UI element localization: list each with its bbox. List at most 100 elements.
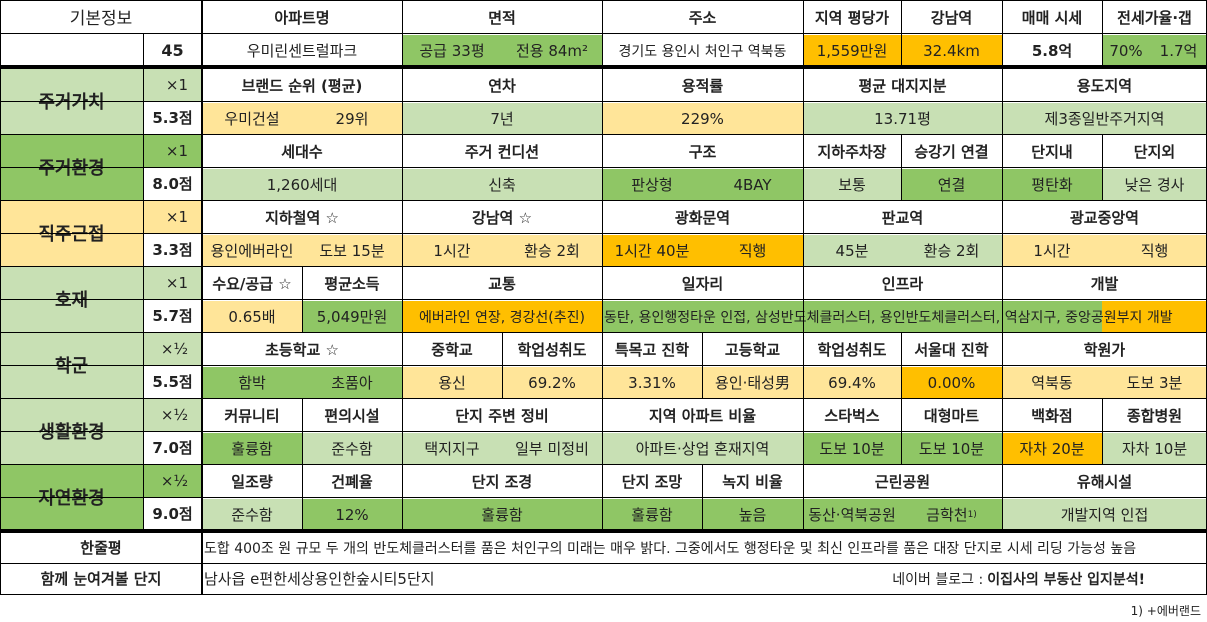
gwanggyo-transfer: 직행 — [1102, 235, 1207, 266]
dev-tail-bg — [1102, 301, 1207, 332]
pyeong-price: 1,559만원 — [803, 35, 901, 66]
grid-line — [602, 464, 603, 530]
grid-line — [402, 464, 403, 530]
pangyo-transfer: 환승 2회 — [901, 235, 1002, 266]
row-header: 구조 — [688, 143, 717, 161]
row-header: 강남역 ☆ — [471, 209, 533, 227]
section-score: 9.0점 — [152, 505, 193, 523]
row-header: 대형마트 — [923, 407, 980, 425]
grid-line — [402, 134, 403, 200]
walk: 도보 15분 — [302, 235, 402, 266]
grid-line — [302, 464, 303, 530]
green-ratio: 높음 — [702, 499, 803, 530]
row-header: 학업성취도 — [817, 341, 887, 359]
row-header: 학원가 — [1083, 341, 1126, 359]
grid-line — [0, 299, 1207, 300]
grid-line — [0, 398, 1207, 399]
row-header: 용도지역 — [1076, 77, 1133, 95]
gangnam-distance: 32.4km — [901, 35, 1002, 66]
grid-line — [1102, 398, 1103, 464]
high-score: 69.4% — [803, 367, 901, 398]
grid-line — [502, 332, 503, 398]
grid-line — [0, 33, 1207, 34]
section-multiplier: ×1 — [143, 68, 202, 101]
surroundings-2: 일부 미정비 — [502, 433, 602, 464]
grid-line — [803, 398, 804, 464]
row-header: 지하주차장 — [817, 143, 887, 161]
row-header: 브랜드 순위 (평균) — [241, 77, 363, 95]
gwanghwamun-transfer: 직행 — [702, 235, 803, 266]
special-high: 3.31% — [602, 367, 702, 398]
grid-line — [1002, 266, 1003, 332]
grid-line — [402, 332, 403, 398]
grid-line — [1002, 0, 1003, 66]
section-multiplier: ×1 — [143, 134, 202, 167]
row-header: 초등학교 ☆ — [265, 341, 339, 359]
starbucks: 도보 10분 — [803, 433, 901, 464]
section-multiplier: ×½ — [143, 398, 202, 431]
header-apt: 아파트명 — [274, 9, 330, 27]
middle-school: 용신 — [402, 367, 502, 398]
land-share: 13.71평 — [803, 103, 1002, 134]
row-header: 지하철역 ☆ — [265, 209, 339, 227]
row-header: 광교중앙역 — [1069, 209, 1139, 227]
supply-ratio: 0.65배 — [202, 301, 302, 332]
landscape: 훌륭함 — [402, 499, 602, 530]
row-header: 스타벅스 — [824, 407, 880, 425]
row-header: 단지 주변 정비 — [455, 407, 549, 425]
grid-line — [0, 266, 1207, 267]
grid-line — [1002, 398, 1003, 464]
sale-price: 5.8억 — [1031, 42, 1073, 60]
row-header: 녹지 비율 — [722, 473, 783, 491]
grid-line — [302, 266, 303, 332]
grid-line — [602, 0, 603, 66]
grid-line — [901, 134, 902, 200]
jeonse-bg — [1102, 35, 1207, 66]
row-header: 일자리 — [681, 275, 724, 293]
elementary-near: 초품아 — [302, 367, 402, 398]
academy: 역북동 — [1002, 367, 1102, 398]
grid-line — [1102, 0, 1103, 66]
grid-line — [0, 101, 1207, 102]
area-supply: 공급 33평 — [419, 42, 485, 60]
grid-line — [0, 594, 1207, 595]
header-addr: 주소 — [688, 9, 717, 27]
department-store: 자차 20분 — [1002, 433, 1102, 464]
section-score: 3.3점 — [152, 241, 193, 259]
grid-line — [602, 68, 603, 134]
convenience: 준수함 — [302, 433, 402, 464]
grid-line — [803, 68, 804, 134]
grid-line — [803, 266, 804, 332]
grid-line — [302, 398, 303, 464]
income: 5,049만원 — [302, 301, 402, 332]
structure: 판상형 — [602, 169, 702, 200]
grid-line — [402, 266, 403, 332]
gwanghwamun-time: 1시간 40분 — [602, 235, 702, 266]
grid-line — [1002, 332, 1003, 398]
grid-line — [803, 332, 804, 398]
parking: 보통 — [803, 169, 901, 200]
row-header: 단지외 — [1133, 143, 1176, 161]
similar-label: 함께 눈여겨볼 단지 — [40, 570, 162, 588]
grid-line — [1002, 200, 1003, 266]
jobs-plan — [602, 301, 1102, 332]
grid-line — [803, 200, 804, 266]
grid-line — [0, 497, 1207, 498]
row-header: 고등학교 — [724, 341, 781, 359]
footnote: 1) +에버랜드 — [1130, 603, 1201, 618]
grid-line — [901, 0, 902, 66]
brand-rank: 29위 — [302, 103, 402, 134]
blog-name[interactable]: 이집사의 부동산 입지분석! — [987, 571, 1145, 588]
row-header: 세대수 — [281, 143, 323, 161]
grid-line — [0, 67, 1207, 69]
section-multiplier: ×1 — [143, 200, 202, 233]
grid-line — [702, 332, 703, 398]
row-header: 단지 조경 — [471, 473, 533, 491]
grid-line — [0, 531, 1207, 533]
row-header: 서울대 진학 — [914, 341, 989, 359]
row-header: 일조량 — [231, 473, 273, 491]
row-header: 종합병원 — [1126, 407, 1183, 425]
row-header: 개발 — [1090, 275, 1119, 293]
grid-line — [1002, 68, 1003, 134]
